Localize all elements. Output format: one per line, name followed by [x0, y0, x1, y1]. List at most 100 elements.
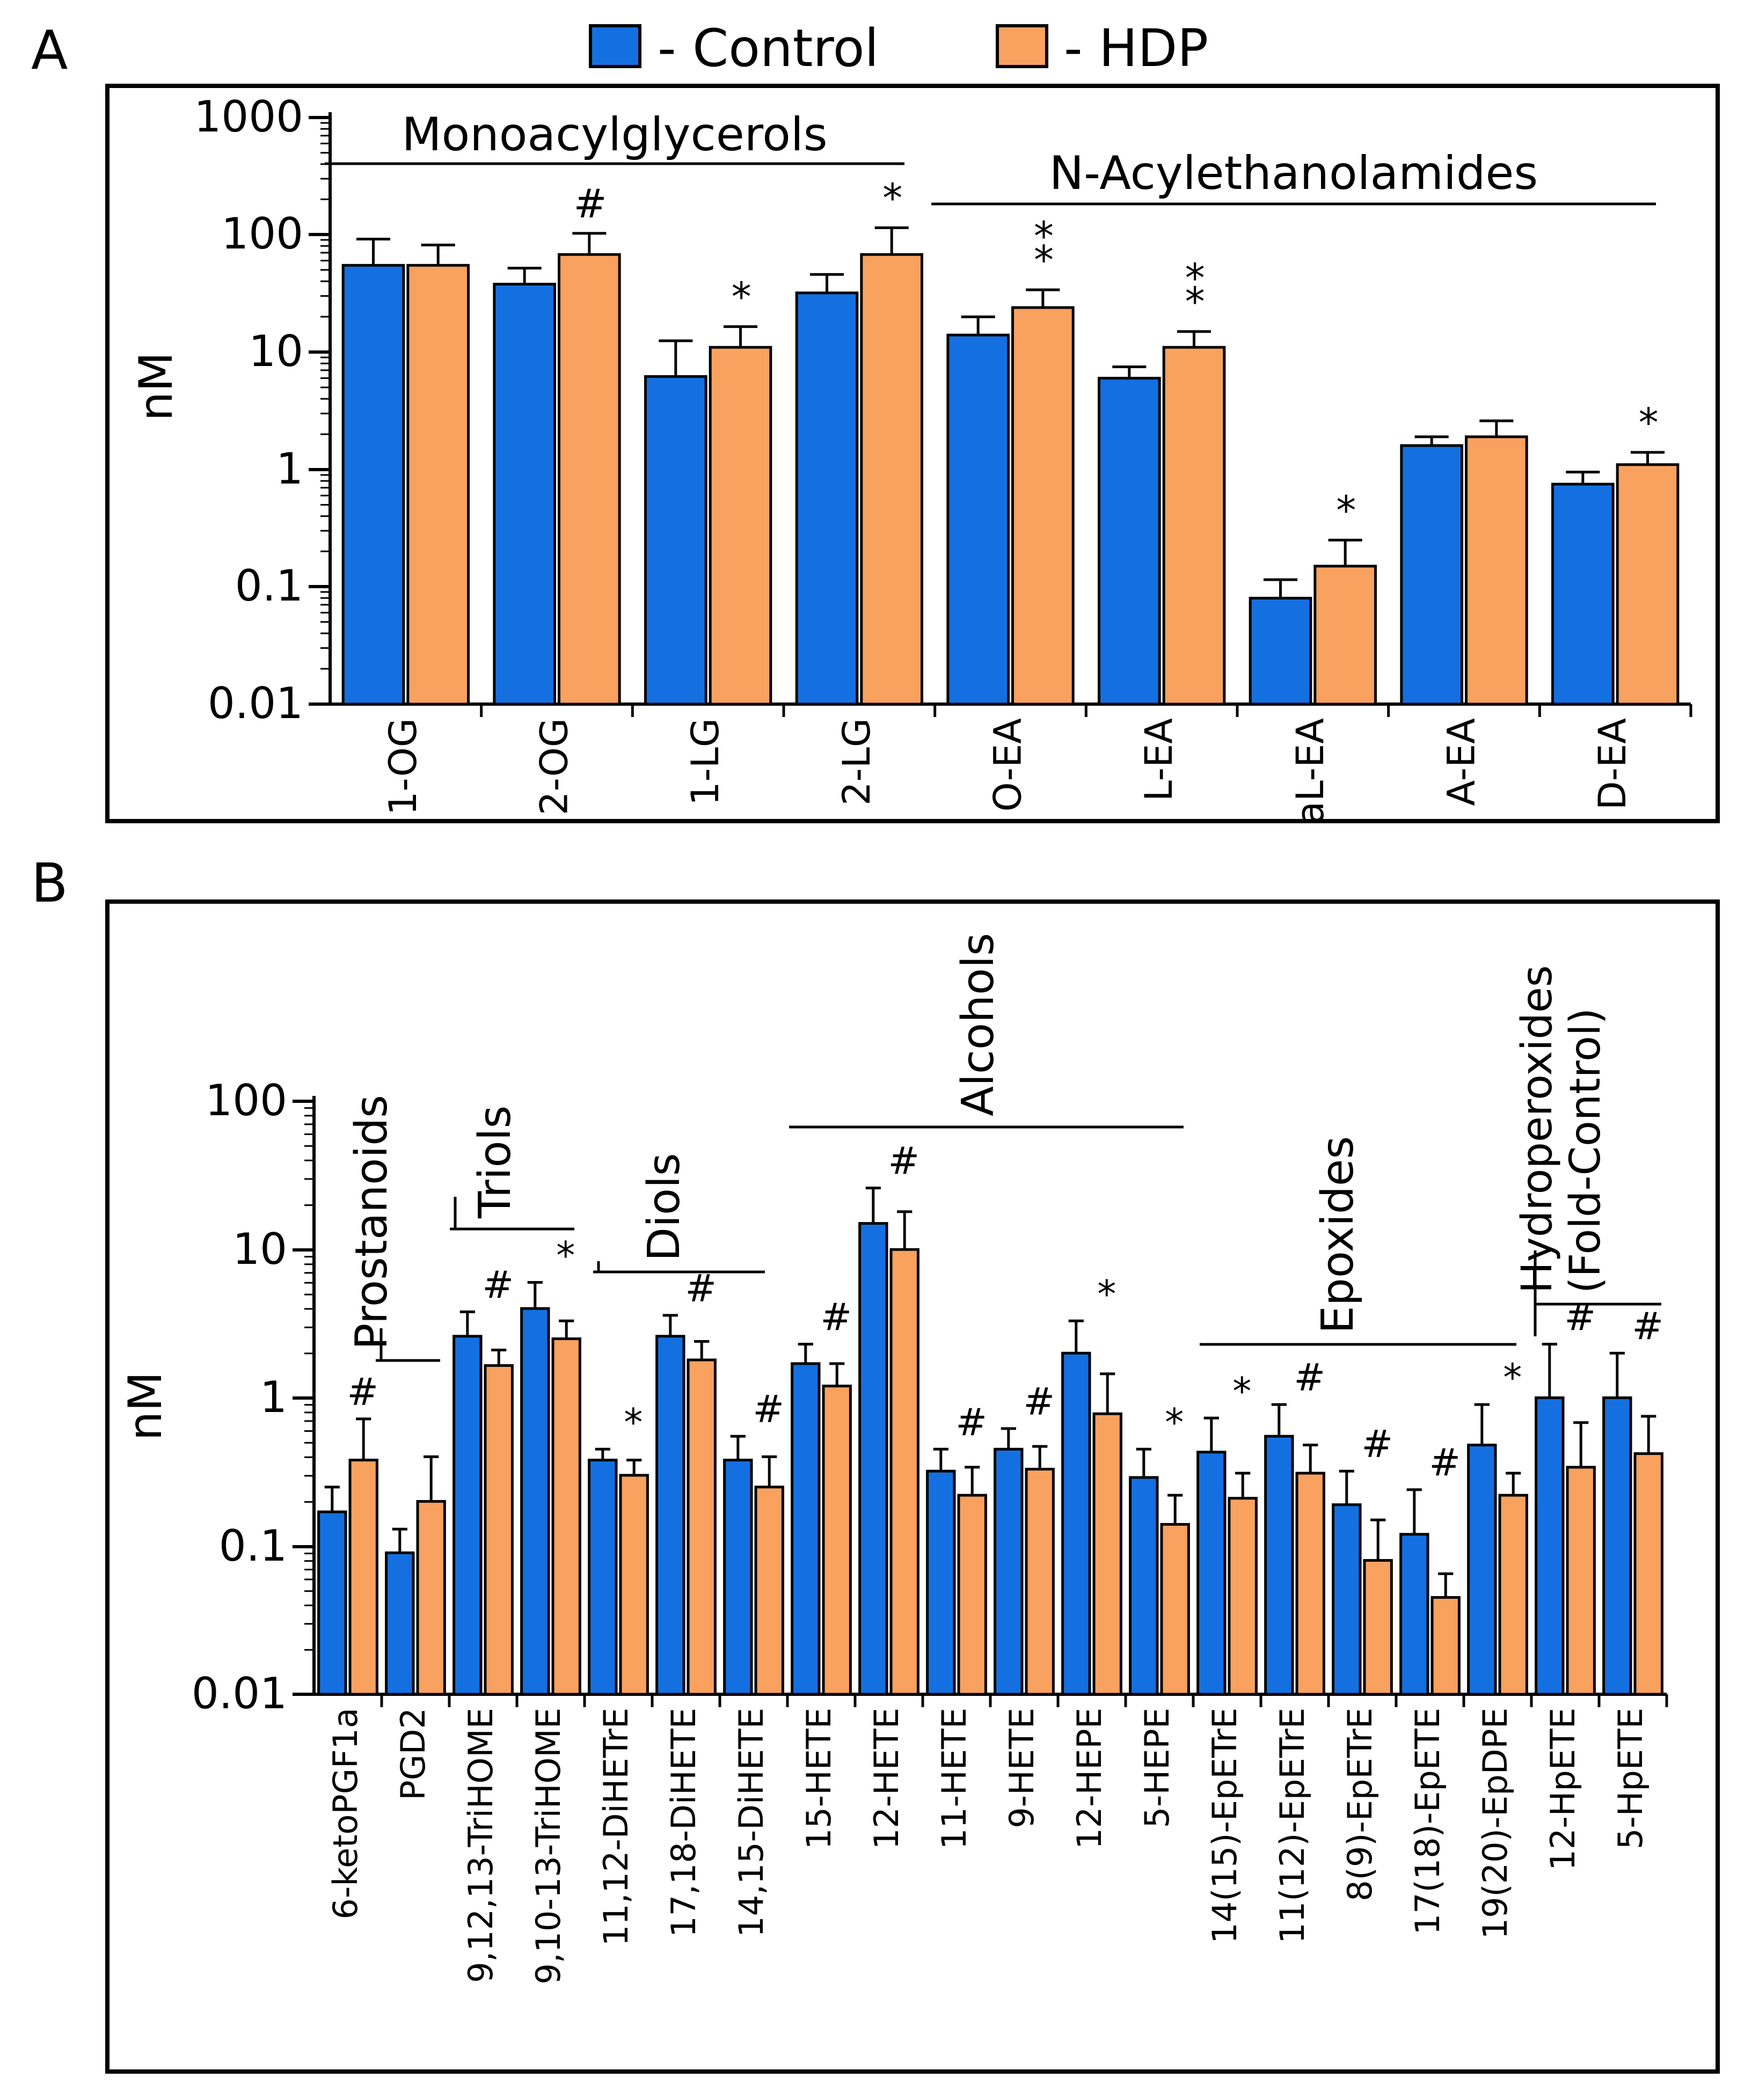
- bar-hdp: [1025, 1468, 1055, 1696]
- panel-label-b: B: [31, 852, 68, 914]
- category-label: 11,12-DiHETrE: [596, 1708, 636, 1946]
- bar-hdp: [754, 1486, 784, 1696]
- category-label: 6-ketoPGF1a: [326, 1708, 365, 1919]
- legend-label-hdp: - HDP: [1064, 18, 1208, 78]
- category-label: 14,15-DiHETE: [732, 1708, 771, 1937]
- y-tick-label: 100: [221, 209, 303, 259]
- bar-control: [520, 1307, 550, 1696]
- group-label: Hydroperoxides: [1513, 965, 1561, 1293]
- group-label: N-Acylethanolamides: [1049, 147, 1538, 200]
- category-label: 14(15)-EpETrE: [1205, 1708, 1244, 1944]
- y-tick-label: 0.1: [219, 1521, 287, 1571]
- significance-marker: #: [1564, 1296, 1596, 1340]
- significance-marker: #: [1632, 1304, 1663, 1348]
- legend-swatch-control: [589, 24, 641, 68]
- bar-control: [1061, 1351, 1091, 1696]
- bar-hdp: [1092, 1412, 1122, 1696]
- category-label: D-EA: [1590, 718, 1634, 810]
- y-tick-label: 0.01: [208, 678, 303, 728]
- significance-marker: *: [1185, 255, 1205, 301]
- significance-marker: #: [1294, 1356, 1325, 1400]
- bar-hdp: [709, 346, 772, 706]
- significance-marker: *: [1232, 1369, 1251, 1413]
- bar-control: [1551, 482, 1615, 706]
- category-label: 2-OG: [532, 718, 576, 815]
- category-label: A-EA: [1440, 718, 1484, 806]
- bar-control: [723, 1459, 753, 1696]
- y-tick-label: 1: [260, 1372, 287, 1422]
- bar-control: [453, 1335, 483, 1696]
- bar-hdp: [1465, 435, 1528, 706]
- bar-control: [1602, 1396, 1632, 1696]
- bar-control: [926, 1469, 956, 1696]
- bar-hdp: [1313, 565, 1377, 706]
- bar-control: [1129, 1476, 1159, 1696]
- bar-hdp: [1566, 1466, 1596, 1696]
- bar-control: [644, 375, 707, 706]
- legend-swatch-hdp: [996, 24, 1048, 68]
- bar-hdp: [860, 253, 924, 706]
- significance-marker: #: [573, 181, 607, 227]
- category-label: L-EA: [1137, 718, 1181, 801]
- category-label: 17(18)-EpETE: [1408, 1708, 1447, 1935]
- y-tick-label: 10: [232, 1224, 287, 1274]
- group-label: Alcohols: [953, 933, 1004, 1116]
- category-label: 17,18-DiHETE: [664, 1708, 703, 1937]
- bar-control: [1249, 597, 1312, 706]
- significance-marker: #: [482, 1263, 514, 1307]
- significance-marker: *: [1503, 1356, 1522, 1400]
- significance-marker: *: [732, 274, 751, 320]
- bar-control: [1467, 1444, 1497, 1696]
- group-label: Triols: [470, 1106, 521, 1219]
- bar-control: [795, 291, 859, 706]
- significance-marker: *: [1185, 279, 1205, 325]
- bar-hdp: [484, 1364, 514, 1696]
- significance-marker: #: [955, 1400, 987, 1444]
- category-label: 11(12)-EpETrE: [1273, 1708, 1312, 1944]
- significance-marker: #: [347, 1370, 378, 1414]
- panel-label-a: A: [31, 19, 68, 82]
- legend-label-control: - Control: [658, 18, 879, 78]
- bar-control: [1399, 1533, 1429, 1696]
- bar-control: [1196, 1451, 1227, 1696]
- significance-marker: *: [1336, 487, 1356, 533]
- legend: - Control - HDP: [589, 18, 1208, 78]
- bar-hdp: [1162, 346, 1226, 706]
- significance-marker: *: [1097, 1272, 1116, 1316]
- significance-marker: #: [1361, 1422, 1393, 1466]
- bar-hdp: [406, 264, 470, 706]
- category-label: 9-HETE: [1002, 1708, 1041, 1828]
- category-label: 12-HEPE: [1070, 1708, 1109, 1849]
- bar-hdp: [1363, 1559, 1393, 1696]
- bar-hdp: [1616, 463, 1680, 706]
- category-label: 12-HETE: [867, 1708, 906, 1849]
- category-label: 1-OG: [381, 718, 425, 815]
- bar-control: [791, 1362, 821, 1696]
- significance-marker: #: [888, 1139, 919, 1183]
- category-label: 11-HETE: [935, 1708, 974, 1849]
- bar-control: [317, 1510, 347, 1696]
- bar-control: [655, 1335, 685, 1696]
- bar-control: [994, 1447, 1024, 1696]
- category-label: 12-HpETE: [1543, 1708, 1582, 1870]
- significance-marker: *: [556, 1234, 575, 1278]
- bar-hdp: [551, 1337, 581, 1696]
- y-tick-label: 100: [205, 1075, 287, 1125]
- bar-hdp: [348, 1459, 378, 1696]
- significance-marker: *: [1165, 1400, 1184, 1444]
- bar-hdp: [558, 253, 621, 706]
- bar-control: [1264, 1435, 1294, 1696]
- group-label: Prostanoids: [346, 1095, 397, 1350]
- bar-control: [1535, 1396, 1565, 1696]
- y-axis-label: nM: [119, 1372, 172, 1441]
- bar-hdp: [1498, 1494, 1528, 1696]
- category-label: 15-HETE: [799, 1708, 838, 1849]
- category-label: 1-LG: [683, 718, 727, 806]
- panel-b-frame: [105, 899, 1720, 2074]
- bar-hdp: [1228, 1497, 1258, 1696]
- category-label: 9,10-13-TriHOME: [529, 1708, 568, 1985]
- bar-hdp: [1295, 1472, 1325, 1696]
- group-label: (Fold-Control): [1561, 1008, 1610, 1293]
- significance-marker: #: [685, 1267, 717, 1311]
